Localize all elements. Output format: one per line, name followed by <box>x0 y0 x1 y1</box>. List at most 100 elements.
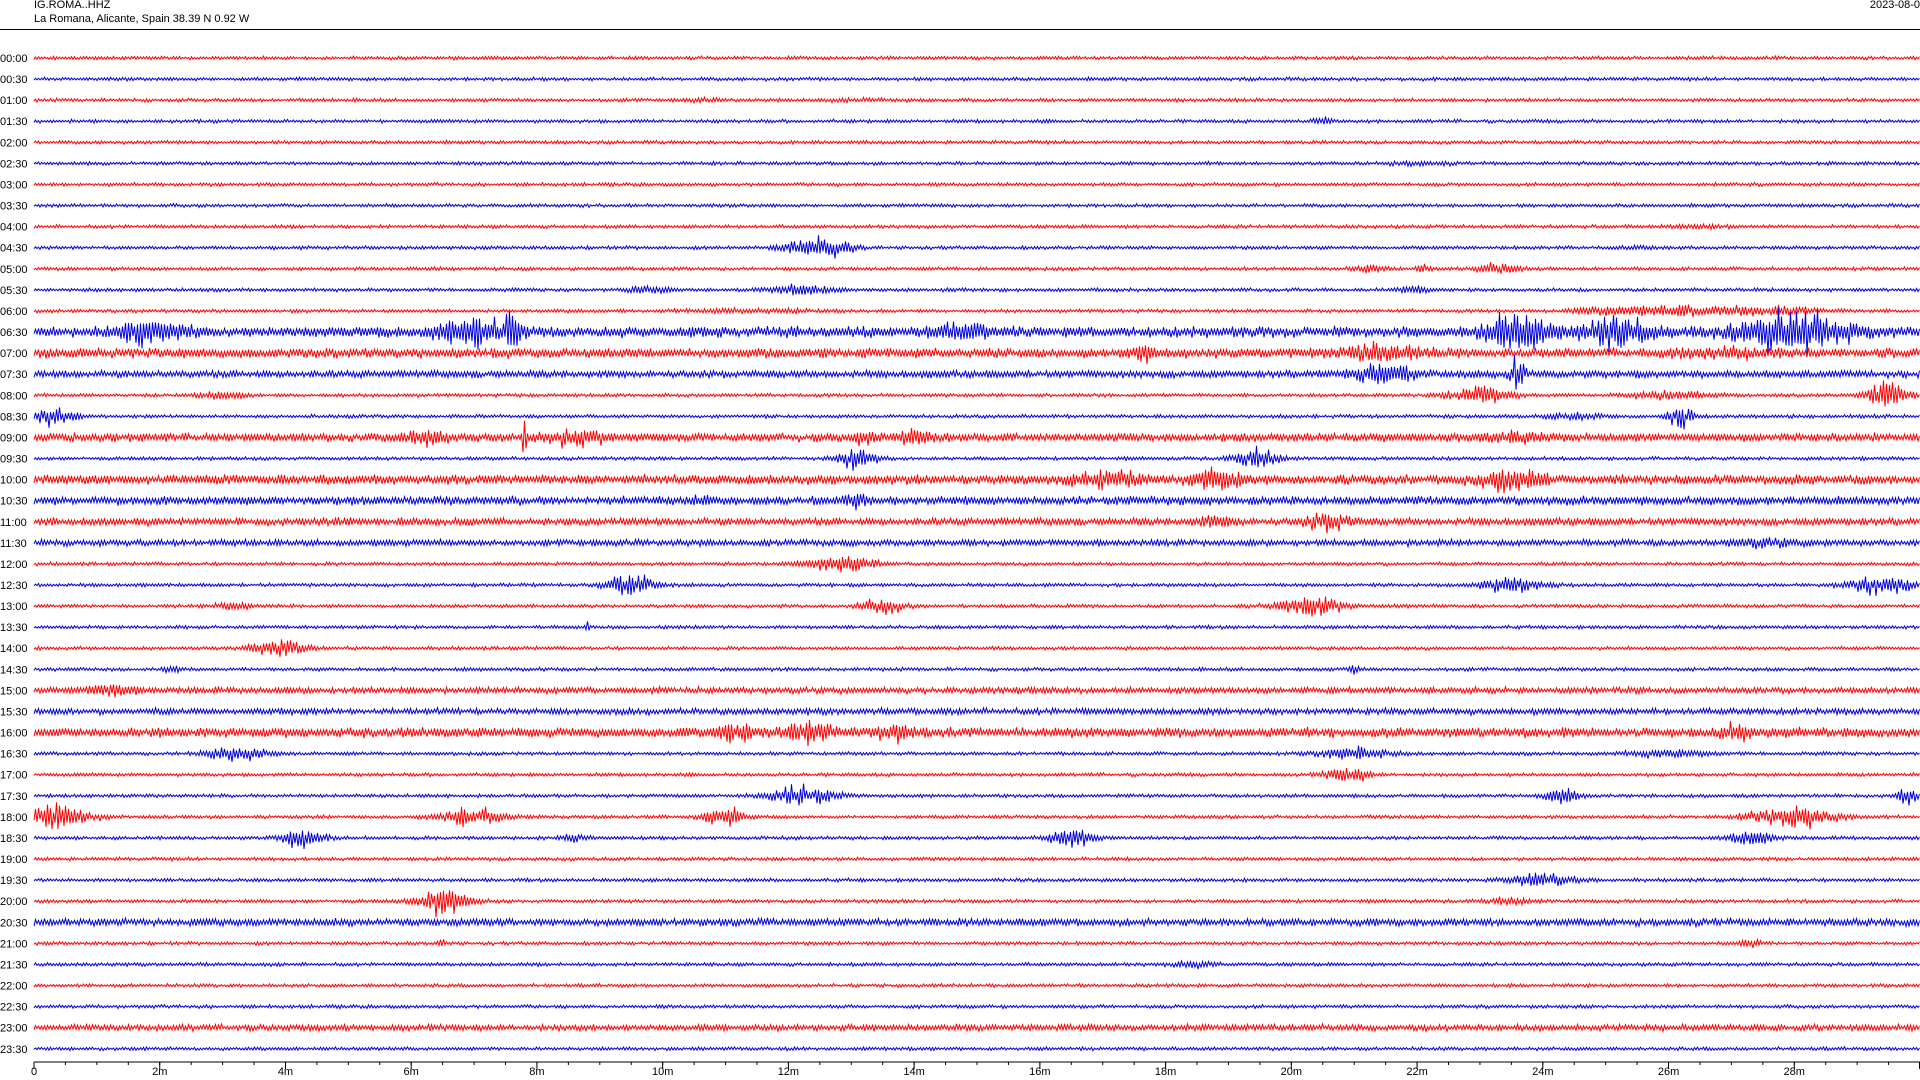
row-time-label: 15:00 <box>0 685 28 697</box>
trace-0030 <box>33 75 1920 83</box>
x-tick-label: 14m <box>903 1066 924 1078</box>
row-time-label: 21:30 <box>0 959 28 971</box>
row-time-label: 02:30 <box>0 158 28 170</box>
row-time-label: 14:00 <box>0 643 28 655</box>
trace-1300 <box>33 596 1920 617</box>
row-time-label: 04:00 <box>0 222 28 234</box>
row-time-label: 17:30 <box>0 791 28 803</box>
trace-0500 <box>33 262 1920 274</box>
x-tick-label: 6m <box>404 1066 419 1078</box>
trace-1530 <box>33 705 1920 718</box>
row-time-label: 11:30 <box>0 538 27 550</box>
row-time-label: 06:00 <box>0 306 28 318</box>
x-tick-label: 18m <box>1155 1066 1176 1078</box>
row-time-label: 07:30 <box>0 369 28 381</box>
row-time-label: 09:30 <box>0 454 28 466</box>
trace-0800 <box>33 380 1920 407</box>
trace-1100 <box>33 512 1920 534</box>
row-time-label: 08:00 <box>0 390 28 402</box>
trace-0630 <box>33 307 1920 355</box>
trace-0530 <box>33 283 1920 296</box>
row-time-label: 15:30 <box>0 706 28 718</box>
row-time-label: 00:00 <box>0 53 28 65</box>
trace-1330 <box>33 621 1920 632</box>
row-time-label: 19:00 <box>0 854 28 866</box>
trace-2330 <box>33 1045 1920 1052</box>
trace-0930 <box>33 445 1920 471</box>
row-time-label: 18:30 <box>0 833 28 845</box>
trace-1130 <box>33 537 1920 550</box>
header-divider <box>0 29 1920 30</box>
trace-0430 <box>33 235 1920 259</box>
row-time-label: 13:00 <box>0 601 28 613</box>
x-tick-label: 10m <box>652 1066 673 1078</box>
row-time-label: 21:00 <box>0 938 28 950</box>
row-time-label: 05:30 <box>0 285 28 297</box>
row-time-label: 08:30 <box>0 411 28 423</box>
row-time-label: 13:30 <box>0 622 28 634</box>
trace-1200 <box>33 556 1920 573</box>
date-label: 2023-08-0 <box>1869 0 1920 11</box>
row-time-label: 18:00 <box>0 812 28 824</box>
trace-1000 <box>33 466 1920 494</box>
station-code: IG.ROMA..HHZ <box>34 0 111 11</box>
x-tick-label: 0 <box>31 1066 37 1078</box>
row-time-label: 05:00 <box>0 264 28 276</box>
trace-0230 <box>33 159 1920 168</box>
x-tick-label: 4m <box>278 1066 293 1078</box>
trace-0700 <box>33 340 1920 365</box>
row-time-label: 16:00 <box>0 728 28 740</box>
trace-0130 <box>33 116 1920 126</box>
x-tick-label: 2m <box>152 1066 167 1078</box>
x-tick-label: 28m <box>1784 1066 1805 1078</box>
trace-0600 <box>33 304 1920 318</box>
trace-2000 <box>33 890 1920 918</box>
row-time-label: 10:00 <box>0 475 28 487</box>
trace-0830 <box>33 407 1920 430</box>
trace-2300 <box>33 1022 1920 1034</box>
trace-1830 <box>33 829 1920 850</box>
trace-0100 <box>33 95 1920 105</box>
row-time-label: 20:30 <box>0 917 28 929</box>
trace-2230 <box>33 1003 1920 1010</box>
trace-1730 <box>33 783 1920 806</box>
trace-0730 <box>33 354 1920 390</box>
trace-2200 <box>33 982 1920 989</box>
trace-0200 <box>33 139 1920 146</box>
row-time-label: 07:00 <box>0 348 28 360</box>
trace-0900 <box>33 420 1920 453</box>
row-time-label: 23:00 <box>0 1023 28 1035</box>
row-time-label: 22:00 <box>0 981 28 993</box>
row-time-label: 12:00 <box>0 559 28 571</box>
trace-0300 <box>33 181 1920 188</box>
trace-0400 <box>33 222 1920 232</box>
row-time-label: 03:00 <box>0 179 28 191</box>
row-time-label: 14:30 <box>0 664 28 676</box>
trace-1630 <box>33 745 1920 762</box>
x-tick-label: 8m <box>529 1066 544 1078</box>
row-time-label: 22:30 <box>0 1002 28 1014</box>
trace-1700 <box>33 768 1920 782</box>
trace-1030 <box>33 493 1920 511</box>
trace-0000 <box>33 54 1920 62</box>
row-time-label: 11:00 <box>0 517 27 529</box>
row-time-label: 20:00 <box>0 896 28 908</box>
row-time-label: 04:30 <box>0 243 28 255</box>
trace-1900 <box>33 855 1920 863</box>
x-tick-label: 12m <box>778 1066 799 1078</box>
trace-1600 <box>33 719 1920 747</box>
row-time-label: 06:30 <box>0 327 28 339</box>
row-time-label: 10:30 <box>0 496 28 508</box>
row-time-label: 16:30 <box>0 749 28 761</box>
station-location: La Romana, Alicante, Spain 38.39 N 0.92 … <box>34 13 250 25</box>
trace-1800 <box>33 802 1920 830</box>
row-time-label: 03:30 <box>0 201 28 213</box>
x-tick-label: 20m <box>1281 1066 1302 1078</box>
row-time-label: 09:00 <box>0 432 28 444</box>
x-tick-label: 22m <box>1406 1066 1427 1078</box>
trace-1500 <box>33 684 1920 698</box>
x-tick-label: 16m <box>1029 1066 1050 1078</box>
row-time-label: 17:00 <box>0 770 28 782</box>
trace-1230 <box>33 574 1920 596</box>
